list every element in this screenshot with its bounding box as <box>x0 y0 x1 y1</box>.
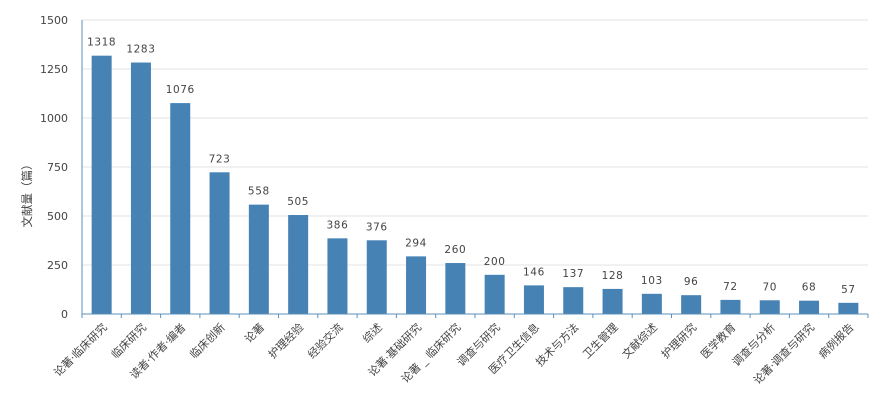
data-label: 505 <box>287 196 309 208</box>
axes: 0250500750100012501500论著·临床研究临床研究读者·作者·编… <box>40 14 869 387</box>
data-label: 376 <box>366 221 388 233</box>
data-label: 558 <box>248 186 270 198</box>
grid-lines <box>82 19 868 266</box>
data-label: 386 <box>327 219 349 231</box>
y-tick-label: 1500 <box>40 14 68 27</box>
y-tick-label: 500 <box>47 210 68 223</box>
data-label: 57 <box>841 284 856 296</box>
data-label: 1283 <box>126 44 155 56</box>
x-tick-label: 论著·临床研究 <box>51 320 110 379</box>
data-labels: 1318 1283 1076 723 558 505 386 376 294 260 200 146 1… <box>87 37 856 296</box>
x-tick-label: 医学教育 <box>698 320 739 361</box>
data-label: 1076 <box>166 84 195 96</box>
bar <box>681 295 702 314</box>
x-tick-label: 病例报告 <box>815 320 856 361</box>
data-label: 103 <box>641 275 663 287</box>
x-tick-label: 临床创新 <box>187 320 228 361</box>
x-tick-label: 护理经验 <box>265 320 306 361</box>
bar <box>445 263 466 314</box>
bar <box>799 300 820 314</box>
bars <box>91 55 859 315</box>
x-tick-label: 文献综述 <box>619 320 660 361</box>
data-label: 128 <box>602 270 624 282</box>
x-tick-label: 综述 <box>359 320 384 345</box>
bar <box>523 285 544 314</box>
y-tick-label: 1000 <box>40 112 68 125</box>
y-tick-label: 0 <box>61 308 68 321</box>
bar <box>91 55 112 315</box>
bar <box>327 238 348 314</box>
bar <box>406 256 427 314</box>
bar <box>838 302 859 314</box>
y-tick-label: 750 <box>47 161 68 174</box>
bar <box>563 287 584 314</box>
data-label: 294 <box>405 237 427 249</box>
y-tick-label: 1250 <box>40 63 68 76</box>
y-axis-title: 文献量（篇） <box>20 159 34 228</box>
x-tick-label: 经验交流 <box>305 320 346 361</box>
bar <box>602 288 623 314</box>
data-label: 1318 <box>87 37 116 49</box>
data-label: 146 <box>523 266 545 278</box>
bar <box>366 240 387 314</box>
data-label: 68 <box>802 282 817 294</box>
x-tick-label: 卫生管理 <box>580 320 621 361</box>
bar <box>720 299 741 314</box>
bar <box>641 293 662 314</box>
data-label: 96 <box>684 276 699 288</box>
x-tick-label: 护理研究 <box>658 320 699 361</box>
x-tick-label: 论著 <box>242 320 267 345</box>
x-tick-label: 临床研究 <box>108 320 149 361</box>
bar <box>130 62 151 315</box>
bar <box>288 215 309 314</box>
bar <box>248 204 269 314</box>
data-label: 723 <box>209 153 231 165</box>
data-label: 200 <box>484 256 506 268</box>
bar <box>170 103 191 314</box>
y-tick-label: 250 <box>47 259 68 272</box>
data-label: 137 <box>562 268 584 280</box>
x-tick-label: 技术与方法 <box>533 320 582 369</box>
data-label: 70 <box>762 281 777 293</box>
bar <box>209 172 230 314</box>
data-label: 72 <box>723 281 738 293</box>
data-label: 260 <box>444 244 466 256</box>
bar <box>759 300 780 314</box>
bar <box>484 274 505 314</box>
